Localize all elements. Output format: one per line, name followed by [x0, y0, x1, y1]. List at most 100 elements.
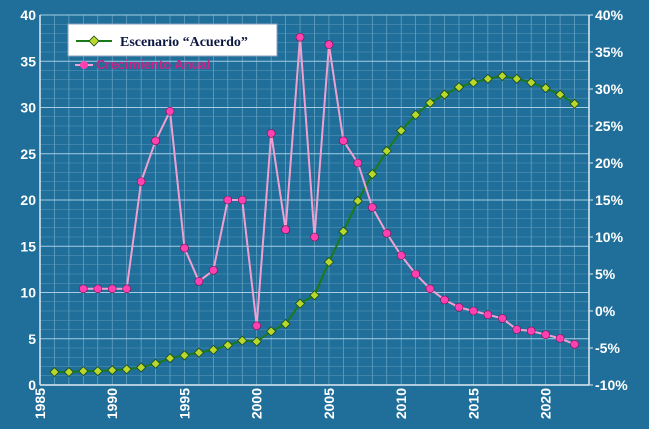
- data-point-crecimiento-anual: [151, 136, 160, 146]
- data-point-crecimiento-anual: [555, 334, 565, 343]
- data-point-crecimiento-anual: [209, 265, 218, 275]
- data-point-escenario-acuerdo: [179, 350, 190, 361]
- x-tick-label: 1995: [176, 388, 192, 419]
- data-point-escenario-acuerdo: [338, 226, 349, 237]
- data-point-crecimiento-anual: [107, 284, 117, 294]
- y-left-tick-label: 5: [28, 331, 36, 347]
- data-point-escenario-acuerdo: [136, 362, 147, 373]
- x-tick-label: 2020: [538, 388, 554, 419]
- y-left-tick-label: 15: [20, 238, 36, 254]
- legend-marker-series-2: [80, 61, 88, 69]
- y-left-tick-label: 0: [28, 377, 36, 393]
- x-tick-label: 1985: [32, 388, 48, 419]
- data-point-escenario-acuerdo: [237, 335, 248, 346]
- data-point-escenario-acuerdo: [410, 109, 421, 120]
- data-point-crecimiento-anual: [382, 229, 392, 238]
- data-point-escenario-acuerdo: [453, 82, 465, 93]
- data-point-crecimiento-anual: [512, 325, 522, 334]
- legend-label-series-2: Crecimiento Anual: [96, 57, 210, 72]
- y-right-tick-label: -5%: [595, 340, 620, 356]
- data-point-crecimiento-anual: [79, 284, 88, 294]
- y-left-tick-label: 20: [20, 192, 36, 208]
- data-point-escenario-acuerdo: [352, 195, 363, 206]
- data-point-crecimiento-anual: [295, 32, 305, 42]
- data-point-crecimiento-anual: [367, 203, 377, 212]
- data-point-crecimiento-anual: [541, 330, 550, 339]
- axes: 0 5 10 15 20 25 30 35 40 -10% -5% 0% 5% 10% 15% 20% 25% 3…: [20, 7, 628, 419]
- data-point-escenario-acuerdo: [526, 77, 537, 88]
- data-point-escenario-acuerdo: [468, 77, 479, 88]
- data-point-crecimiento-anual: [483, 310, 493, 320]
- data-point-crecimiento-anual: [266, 129, 276, 138]
- data-point-crecimiento-anual: [339, 136, 348, 146]
- y-right-tick-label: 35%: [595, 44, 624, 60]
- data-point-escenario-acuerdo: [439, 89, 450, 100]
- data-point-crecimiento-anual: [252, 321, 262, 331]
- data-point-crecimiento-anual: [324, 40, 334, 49]
- y-right-tick-label: 40%: [595, 7, 624, 23]
- data-point-crecimiento-anual: [454, 302, 464, 312]
- data-point-escenario-acuerdo: [396, 125, 407, 136]
- y-right-tick-label: 20%: [595, 155, 624, 171]
- y-right-tick-label: 5%: [595, 266, 616, 282]
- data-point-crecimiento-anual: [411, 269, 420, 279]
- data-point-crecimiento-anual: [440, 295, 449, 305]
- y-right-tick-label: 10%: [595, 229, 624, 245]
- legend-marker-series-1: [88, 35, 100, 47]
- data-point-crecimiento-anual: [526, 326, 536, 336]
- data-point-escenario-acuerdo: [150, 358, 161, 369]
- data-point-escenario-acuerdo: [280, 318, 291, 330]
- data-point-escenario-acuerdo: [121, 364, 132, 375]
- data-point-escenario-acuerdo: [193, 347, 204, 358]
- data-point-escenario-acuerdo: [92, 366, 103, 377]
- x-tick-label: 2000: [249, 388, 265, 419]
- series-layer: [49, 32, 580, 378]
- data-point-escenario-acuerdo: [222, 340, 233, 351]
- data-point-escenario-acuerdo: [208, 344, 219, 355]
- y-left-tick-label: 30: [20, 100, 36, 116]
- data-point-crecimiento-anual: [194, 277, 204, 286]
- data-point-crecimiento-anual: [165, 106, 175, 116]
- legend-label-series-1: Escenario “Acuerdo”: [120, 35, 248, 50]
- x-tick-label: 2015: [465, 388, 481, 419]
- data-point-escenario-acuerdo: [107, 365, 118, 376]
- data-point-escenario-acuerdo: [569, 98, 580, 109]
- y-right-tick-label: 25%: [595, 118, 624, 134]
- data-point-escenario-acuerdo: [323, 256, 335, 268]
- x-tick-label: 2010: [393, 388, 409, 419]
- data-point-crecimiento-anual: [498, 314, 507, 323]
- data-point-crecimiento-anual: [136, 177, 146, 186]
- data-point-crecimiento-anual: [469, 306, 478, 316]
- data-point-escenario-acuerdo: [381, 145, 392, 157]
- data-point-crecimiento-anual: [180, 243, 189, 253]
- data-point-escenario-acuerdo: [251, 336, 262, 347]
- y-right-tick-label: 15%: [595, 192, 624, 208]
- data-point-escenario-acuerdo: [309, 290, 320, 301]
- data-point-escenario-acuerdo: [266, 326, 277, 337]
- data-point-crecimiento-anual: [281, 225, 290, 234]
- y-left-tick-label: 25: [20, 146, 36, 162]
- data-point-crecimiento-anual: [122, 284, 131, 294]
- data-point-escenario-acuerdo: [511, 73, 522, 84]
- y-right-tick-label: 30%: [595, 81, 624, 97]
- data-point-crecimiento-anual: [425, 284, 435, 294]
- data-point-crecimiento-anual: [237, 195, 247, 205]
- data-point-crecimiento-anual: [570, 339, 579, 349]
- y-left-tick-label: 10: [20, 285, 36, 301]
- data-point-escenario-acuerdo: [540, 83, 551, 94]
- data-point-escenario-acuerdo: [555, 89, 566, 100]
- data-point-escenario-acuerdo: [367, 169, 378, 180]
- data-point-crecimiento-anual: [223, 195, 233, 205]
- data-point-escenario-acuerdo: [164, 353, 176, 364]
- data-point-crecimiento-anual: [93, 284, 103, 294]
- y-right-tick-label: 0%: [595, 303, 616, 319]
- data-point-escenario-acuerdo: [63, 366, 74, 378]
- data-point-crecimiento-anual: [396, 251, 406, 260]
- data-point-escenario-acuerdo: [78, 366, 89, 377]
- data-point-escenario-acuerdo: [482, 73, 493, 84]
- data-point-crecimiento-anual: [310, 232, 319, 242]
- y-left-tick-label: 40: [20, 7, 36, 23]
- legend: Escenario “Acuerdo” Crecimiento Anual: [67, 23, 278, 72]
